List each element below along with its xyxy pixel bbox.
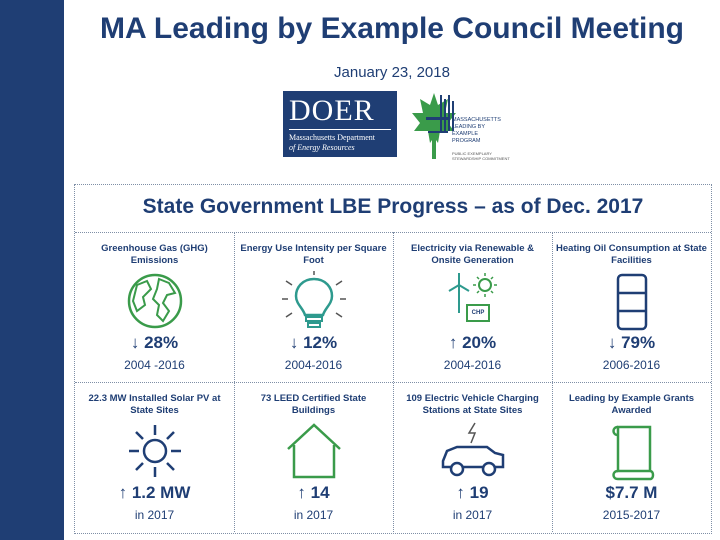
metric-value: ↑ 19: [456, 483, 489, 502]
metric-label: Electricity via Renewable & Onsite Gener…: [410, 243, 535, 266]
metric-card-renewable: Electricity via Renewable & Onsite Gener…: [393, 233, 552, 383]
metric-value: $7.7 M: [605, 483, 658, 502]
lbe-line3: EXAMPLE: [452, 131, 478, 137]
metric-value: ↑ 14: [297, 483, 330, 502]
metric-card-energy-intensity: Energy Use Intensity per Square Foot ↓ 1…: [234, 233, 393, 383]
chp-label: CHP: [471, 310, 485, 316]
doer-wordmark: DOER: [289, 94, 375, 127]
metric-period: 2015-2017: [602, 508, 661, 522]
metric-label: Heating Oil Consumption at State Facilit…: [556, 243, 707, 266]
metric-period: in 2017: [452, 508, 493, 522]
grid-divider: [393, 232, 394, 532]
doer-logo: DOER Massachusetts Department of Energy …: [283, 91, 397, 157]
lbe-line1: MASSACHUSETTS: [452, 117, 501, 123]
metric-value: ↓ 28%: [130, 333, 179, 352]
panel-title: State Government LBE Progress – as of De…: [142, 195, 644, 218]
metric-label: 109 Electric Vehicle Charging Stations a…: [406, 393, 539, 416]
lbe-sub1: PUBLIC EXEMPLARY: [452, 151, 492, 156]
metric-period: 2006-2016: [602, 358, 661, 372]
doer-rule: [289, 129, 391, 130]
sun-icon: [129, 425, 181, 477]
metric-label: Leading by Example Grants Awarded: [568, 393, 695, 416]
metric-label: 22.3 MW Installed Solar PV at State Site…: [88, 393, 221, 416]
metric-card-ghg: Greenhouse Gas (GHG) Emissions ↓ 28% 200…: [75, 233, 234, 383]
lightbulb-icon: [282, 271, 346, 328]
renewable-icon: [448, 273, 497, 322]
metric-label: 73 LEED Certified State Buildings: [260, 393, 367, 416]
metric-period: 2004-2016: [443, 358, 502, 372]
left-accent-bar: [0, 0, 64, 540]
metric-value: ↑ 20%: [448, 333, 497, 352]
lbe-line4: PROGRAM: [452, 138, 481, 144]
doer-line2: of Energy Resources: [289, 143, 355, 152]
metric-period: in 2017: [134, 508, 175, 522]
scroll-icon: [612, 425, 655, 481]
doer-line1: Massachusetts Department: [289, 133, 375, 142]
metric-value: ↑ 1.2 MW: [118, 483, 191, 502]
metric-card-ev-charging: 109 Electric Vehicle Charging Stations a…: [393, 383, 552, 533]
metric-label: Greenhouse Gas (GHG) Emissions: [101, 243, 208, 266]
progress-panel: State Government LBE Progress – as of De…: [74, 184, 712, 534]
electric-car-icon: [441, 422, 505, 477]
page-title: MA Leading by Example Council Meeting: [100, 12, 684, 45]
metric-value: ↓ 79%: [607, 333, 656, 352]
maple-leaf-icon: [412, 93, 456, 159]
lbe-subtitle: PUBLIC EXEMPLARY STEWARDSHIP COMMITMENT: [452, 151, 510, 161]
grid-divider: [552, 232, 553, 532]
lbe-line2: LEADING BY: [452, 124, 486, 130]
metric-period: 2004 -2016: [124, 358, 185, 372]
oil-barrel-icon: [616, 273, 648, 331]
metric-card-leed: 73 LEED Certified State Buildings ↑ 14 i…: [234, 383, 393, 533]
meeting-date: January 23, 2018: [334, 64, 450, 81]
metric-label: Energy Use Intensity per Square Foot: [240, 243, 387, 266]
metric-card-heating-oil: Heating Oil Consumption at State Facilit…: [552, 233, 711, 383]
lbe-logo: MASSACHUSETTS LEADING BY EXAMPLE PROGRAM…: [410, 91, 520, 167]
globe-icon: [127, 273, 183, 329]
lbe-wordmark: MASSACHUSETTS LEADING BY EXAMPLE PROGRAM: [452, 117, 501, 145]
metric-card-grants: Leading by Example Grants Awarded $7.7 M…: [552, 383, 711, 533]
metric-period: in 2017: [293, 508, 334, 522]
metric-value: ↓ 12%: [289, 333, 338, 352]
house-icon: [287, 423, 341, 479]
metric-period: 2004-2016: [284, 358, 343, 372]
lbe-sub2: STEWARDSHIP COMMITMENT: [452, 156, 510, 161]
grid-divider: [234, 232, 235, 532]
metric-card-solar: 22.3 MW Installed Solar PV at State Site…: [75, 383, 234, 533]
